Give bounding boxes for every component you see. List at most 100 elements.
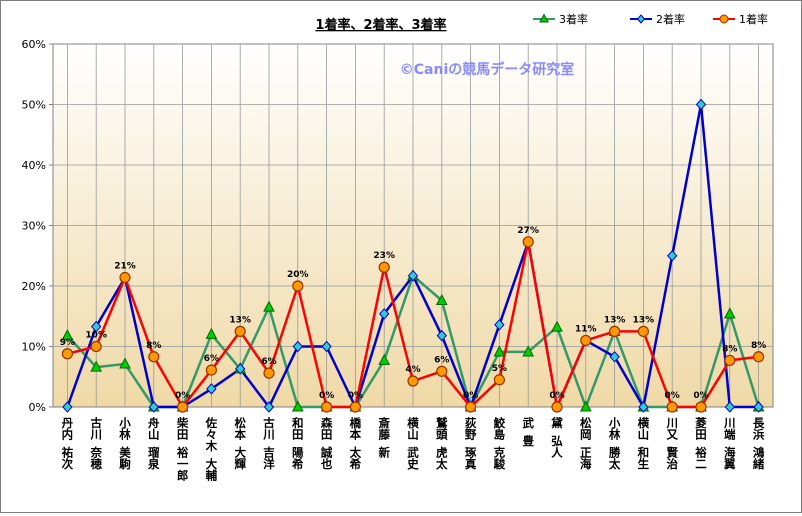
marker-s2-10: [321, 340, 332, 353]
x-tick-char: 也: [321, 457, 333, 471]
marker-s3-13: [407, 375, 419, 387]
x-tick-char: 和: [292, 416, 304, 430]
marker-s2-25: [753, 401, 764, 413]
series-layer: [61, 98, 765, 413]
marker-s3-22: [666, 401, 678, 413]
y-tick-label: 10%: [22, 341, 46, 354]
legend-marker-3: [719, 14, 729, 24]
marker-s1-14: [435, 293, 448, 306]
x-tick-char: 古: [263, 416, 275, 430]
x-tick-char: 小: [608, 416, 621, 430]
y-tick-label: 60%: [22, 38, 46, 51]
x-tick-char: 島: [494, 427, 506, 441]
marker-s2-16: [494, 318, 505, 331]
x-tick-char: 田: [695, 427, 707, 441]
x-tick-char: 野: [465, 427, 477, 441]
data-label-16: 5%: [492, 364, 507, 374]
x-tick-char: 武: [407, 446, 419, 460]
x-tick-char: 武: [522, 416, 534, 430]
x-tick-char: 裕: [176, 446, 189, 460]
x-tick-char: 陽: [292, 446, 304, 460]
x-tick-char: 史: [407, 457, 419, 471]
legend-label-1: 3着率: [559, 12, 588, 26]
x-tick-char: 丹: [62, 416, 74, 430]
legend: 3着率 2着率 1着率: [533, 12, 768, 26]
marker-s1-8: [263, 300, 275, 312]
data-label-8: 6%: [261, 357, 276, 367]
legend-marker-1: [539, 13, 549, 23]
x-tick-char: 荻: [465, 416, 477, 430]
marker-s3-17: [522, 236, 534, 248]
marker-s3-5: [177, 401, 189, 413]
data-label-14: 6%: [434, 355, 449, 365]
x-tick-char: 郎: [177, 469, 189, 483]
x-tick-char: 希: [291, 457, 304, 471]
data-label-15: 0%: [463, 391, 478, 401]
x-tick-char: 賢: [666, 446, 678, 460]
marker-s2-13: [407, 269, 419, 282]
x-tick-char: 翼: [723, 457, 736, 471]
marker-s2-21: [638, 401, 649, 413]
legend-marker-2: [636, 14, 646, 24]
data-label-21: 13%: [633, 315, 655, 325]
x-tick-char: 琢: [465, 446, 477, 460]
marker-s3-20: [608, 325, 621, 337]
x-tick-char: 林: [119, 427, 131, 441]
marker-s3-8: [263, 367, 275, 379]
x-tick-char: 松: [580, 416, 592, 430]
marker-s3-14: [436, 365, 448, 377]
x-tick-label-12: 斎藤新: [378, 416, 390, 460]
x-tick-char: 黛: [550, 416, 563, 430]
data-label-13: 4%: [405, 365, 420, 375]
x-tick-char: 藤: [378, 427, 390, 441]
marker-s1-1: [61, 329, 74, 341]
marker-s1-2: [90, 360, 103, 372]
data-label-7: 13%: [229, 315, 251, 325]
marker-s1-3: [119, 357, 131, 369]
x-tick-char: 川: [89, 427, 102, 441]
x-tick-char: 駿: [494, 457, 506, 471]
marker-s3-9: [292, 280, 304, 292]
marker-s3-10: [321, 401, 333, 413]
x-tick-char: 松: [234, 416, 246, 430]
x-tick-char: 柴: [176, 416, 189, 430]
x-tick-char: 端: [724, 427, 736, 441]
x-tick-char: 勝: [609, 446, 621, 460]
x-tick-char: 川: [665, 416, 678, 430]
x-tick-char: 和: [638, 446, 650, 460]
x-tick-char: 橋: [350, 416, 362, 430]
data-label-24: 8%: [722, 344, 737, 354]
x-tick-char: 鷲: [436, 416, 448, 430]
x-tick-char: 岡: [580, 427, 592, 441]
data-label-2: 10%: [85, 331, 107, 341]
marker-s3-2: [90, 340, 102, 353]
marker-s2-24: [724, 401, 735, 413]
data-label-10: 0%: [319, 391, 334, 401]
x-tick-char: 本: [234, 427, 246, 441]
x-tick-char: 森: [321, 416, 333, 430]
x-tick-char: 緒: [753, 457, 765, 471]
x-tick-char: 佐: [205, 416, 218, 430]
x-tick-char: 川: [262, 427, 275, 441]
x-tick-char: 山: [148, 427, 160, 441]
y-tick-label: 50%: [22, 99, 46, 112]
x-tick-char: 海: [580, 457, 592, 471]
x-tick-char: 川: [723, 416, 736, 430]
x-tick-char: 真: [465, 457, 477, 471]
x-tick-char: 林: [609, 427, 621, 441]
x-tick-char: 祐: [62, 446, 74, 460]
marker-s1-6: [205, 327, 218, 339]
marker-s3-11: [349, 401, 361, 413]
y-tick-label: 40%: [22, 159, 46, 172]
marker-s2-9: [292, 340, 303, 353]
